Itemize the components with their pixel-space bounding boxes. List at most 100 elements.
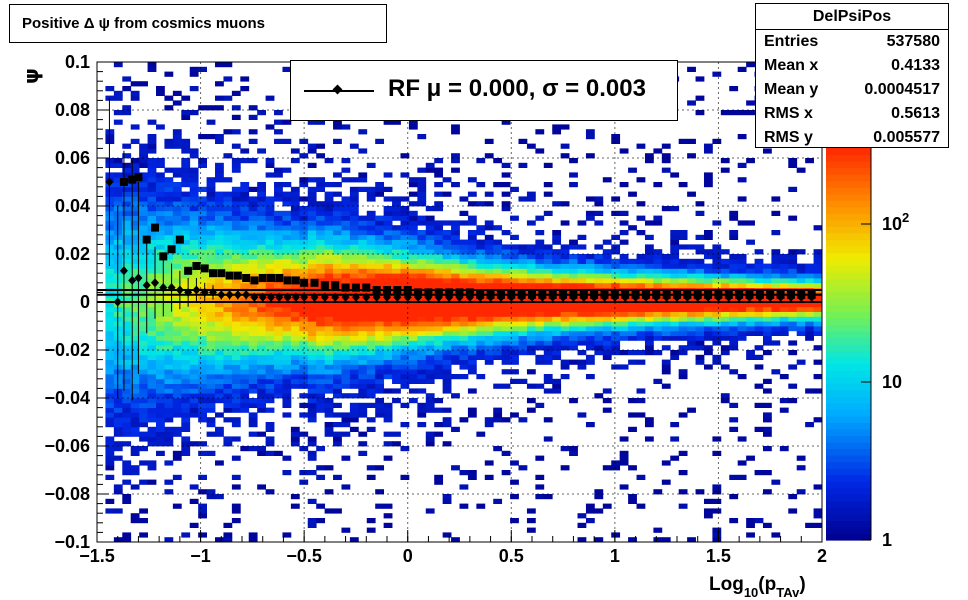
heat-cell	[560, 268, 570, 274]
heat-cell	[467, 364, 477, 370]
heat-cell	[282, 225, 292, 231]
heat-cell	[737, 258, 747, 264]
heat-cell	[181, 95, 191, 101]
heat-cell	[164, 143, 174, 149]
heat-cell	[425, 167, 435, 173]
heat-cell	[349, 143, 359, 149]
heat-cell	[535, 311, 545, 317]
heat-cell	[501, 244, 511, 250]
heat-cell	[493, 249, 503, 255]
heat-cell	[290, 302, 300, 308]
heat-cell	[661, 316, 671, 322]
heat-cell	[459, 326, 469, 332]
heat-cell	[316, 282, 326, 288]
heat-cell	[122, 354, 132, 360]
stats-label: RMS x	[764, 105, 813, 122]
heat-cell	[476, 345, 486, 351]
heat-cell	[510, 412, 519, 418]
heat-cell	[349, 369, 359, 375]
heat-cell	[434, 316, 444, 322]
heat-cell	[611, 532, 621, 538]
heat-cell	[442, 335, 452, 341]
heat-cell	[130, 345, 140, 351]
heat-cell	[375, 254, 385, 260]
heat-cell	[189, 326, 199, 332]
heat-cell	[299, 258, 309, 264]
heat-cell	[560, 465, 570, 471]
palette-band	[826, 252, 871, 260]
heat-cell	[333, 239, 342, 245]
heat-cell	[248, 220, 258, 226]
heat-cell	[476, 182, 486, 188]
heat-cell	[341, 374, 351, 380]
heat-cell	[113, 225, 123, 231]
heat-cell	[358, 369, 368, 375]
heat-cell	[164, 460, 174, 466]
heat-cell	[172, 407, 182, 413]
heat-cell	[189, 244, 199, 250]
heat-cell	[265, 378, 275, 384]
heat-cell	[451, 273, 460, 279]
heat-cell	[467, 201, 477, 207]
heat-cell	[476, 230, 486, 236]
heat-cell	[290, 494, 300, 500]
heat-cell	[518, 278, 528, 284]
heat-cell	[451, 316, 460, 322]
heat-cell	[223, 95, 233, 101]
heat-cell	[712, 359, 722, 365]
heat-cell	[113, 383, 123, 389]
heat-cell	[636, 330, 646, 336]
heat-cell	[585, 518, 595, 524]
heat-cell	[341, 383, 351, 389]
heat-cell	[425, 249, 435, 255]
heat-cell	[535, 297, 545, 303]
heat-cell	[215, 201, 224, 207]
heat-cell	[754, 326, 764, 332]
heat-cell	[282, 412, 292, 418]
heat-cell	[358, 129, 368, 135]
heat-cell	[223, 340, 233, 346]
heat-cell	[720, 316, 730, 322]
heat-cell	[459, 335, 469, 341]
heat-cell	[653, 182, 663, 188]
heat-cell	[467, 359, 477, 365]
heat-cell	[231, 268, 241, 274]
heat-cell	[661, 268, 671, 274]
heat-cell	[636, 177, 646, 183]
heat-cell	[526, 350, 536, 356]
heat-cell	[493, 345, 503, 351]
heat-cell	[274, 306, 283, 312]
heat-cell	[670, 302, 680, 308]
heat-cell	[779, 311, 789, 317]
heat-cell	[636, 143, 646, 149]
heat-cell	[619, 364, 629, 370]
heat-cell	[223, 417, 233, 423]
heat-cell	[434, 398, 444, 404]
heat-cell	[172, 254, 182, 260]
heat-cell	[265, 254, 275, 260]
heat-cell	[265, 364, 275, 370]
heat-cell	[105, 263, 115, 269]
heat-cell	[788, 278, 798, 284]
heat-cell	[307, 364, 317, 370]
heat-cell	[518, 138, 528, 144]
heat-cell	[248, 225, 258, 231]
heat-cell	[813, 311, 823, 317]
heat-cell	[113, 393, 123, 399]
heat-cell	[164, 316, 174, 322]
heat-cell	[324, 215, 334, 221]
heat-cell	[560, 321, 570, 327]
heat-cell	[265, 263, 275, 269]
heat-cell	[349, 302, 359, 308]
heat-cell	[265, 244, 275, 250]
heat-cell	[198, 239, 207, 245]
heat-cell	[636, 263, 646, 269]
heat-cell	[139, 359, 148, 365]
heat-cell	[240, 249, 250, 255]
heat-cell	[172, 215, 182, 221]
heat-cell	[156, 383, 165, 389]
heat-cell	[333, 402, 342, 408]
heat-cell	[156, 436, 165, 442]
heat-cell	[113, 335, 123, 341]
mean-point	[267, 292, 275, 302]
